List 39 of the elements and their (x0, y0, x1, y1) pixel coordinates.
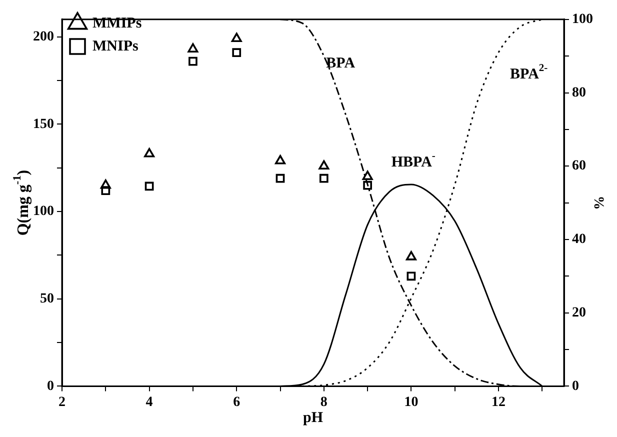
point (232, 48, 242, 58)
point (101, 186, 110, 196)
x-tick-label: 8 (320, 395, 328, 410)
legend-label: MNIPs (92, 38, 138, 54)
x-axis-title: pH (302, 410, 324, 426)
y-tick-label: 150 (33, 116, 54, 132)
x-tick-label: 12 (492, 395, 506, 410)
point (318, 160, 330, 170)
point (188, 56, 198, 66)
x-tick-label: 4 (146, 395, 153, 410)
point (144, 182, 154, 191)
y2-tick-label: 0 (572, 378, 579, 394)
annotation: BPA (326, 55, 356, 72)
x-tick-label: 6 (233, 395, 240, 410)
point (231, 32, 242, 42)
point (363, 180, 372, 190)
x-tick-label: 10 (404, 395, 418, 410)
y-tick-label: 100 (33, 204, 54, 220)
point (406, 272, 416, 281)
y-axis-title: Q(mg g-1) (12, 170, 32, 236)
y2-tick-label: 100 (572, 12, 593, 28)
point (406, 251, 416, 260)
annotation: HBPA- (391, 151, 436, 170)
y-tick-label: 50 (40, 291, 54, 306)
point (144, 148, 155, 158)
y-tick-label: 0 (47, 378, 54, 394)
x-tick-label: 2 (58, 395, 66, 410)
point (188, 43, 198, 52)
y2-tick-label: 60 (572, 158, 586, 174)
point (275, 154, 286, 164)
point (319, 174, 328, 183)
point (276, 174, 285, 183)
y2-tick-label: 20 (572, 305, 586, 320)
y2-tick-label: 40 (572, 232, 586, 248)
point (100, 179, 111, 189)
y2-tick-label: 80 (572, 85, 586, 100)
point (362, 170, 373, 180)
y2-axis-title: % (590, 196, 606, 210)
y-tick-label: 200 (33, 29, 54, 44)
